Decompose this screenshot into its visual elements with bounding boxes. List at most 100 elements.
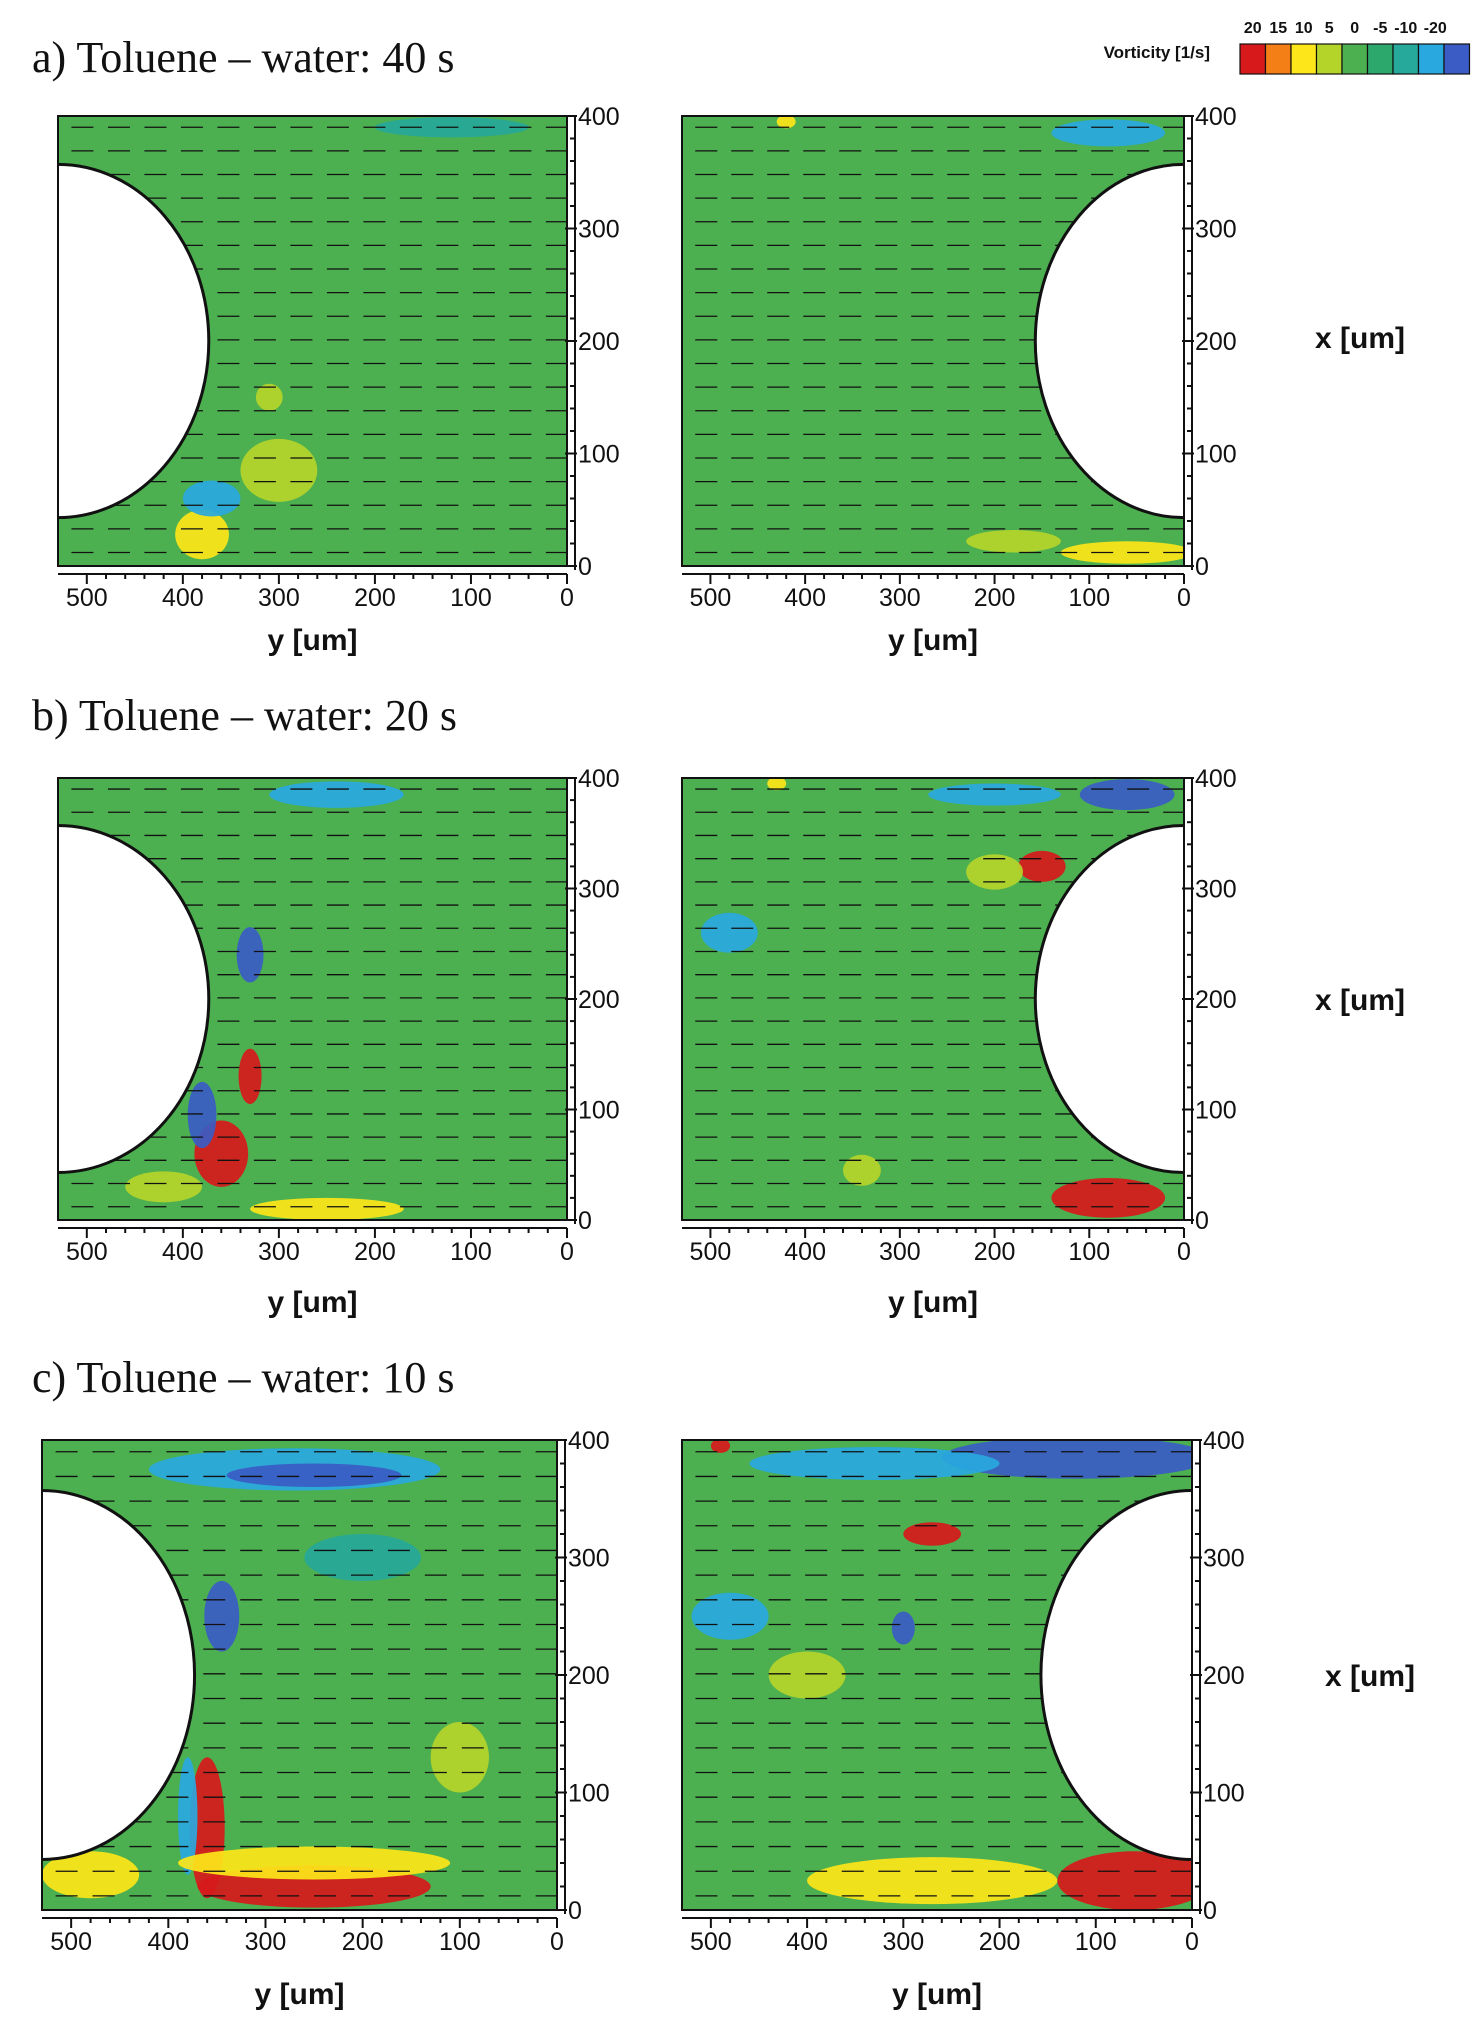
vorticity-region (1051, 119, 1166, 147)
right-axis-tick-label: 400 (578, 103, 620, 131)
bottom-axis-tick-label: 100 (1075, 1928, 1117, 1956)
vorticity-region (767, 778, 787, 791)
vorticity-features (691, 1440, 1192, 1910)
legend-tick-label: 0 (1350, 20, 1359, 37)
bottom-axis-tick-label: 100 (450, 584, 492, 612)
bottom-axis-tick-label: 400 (162, 584, 204, 612)
x-axis-title: y [um] (888, 624, 978, 657)
vorticity-region (807, 1857, 1058, 1905)
right-axis-tick-label: 100 (578, 441, 620, 469)
bottom-axis-tick-label: 200 (354, 584, 396, 612)
vorticity-region (175, 509, 229, 560)
legend-tick-labels: 20 15 10 5 0 -5 -10 -20 (1244, 20, 1447, 37)
vorticity-region (226, 1463, 402, 1487)
x-axis-title: y [um] (255, 1978, 345, 2011)
vorticity-region (710, 1440, 731, 1453)
vorticity-region (843, 1154, 881, 1186)
vorticity-region (187, 1081, 217, 1149)
right-axis-tick-label: 0 (578, 553, 592, 581)
legend-tick-label: 15 (1269, 20, 1287, 37)
bottom-axis-tick-label: 0 (1177, 584, 1191, 612)
right-axis-tick-label: 100 (568, 1780, 610, 1808)
bottom-axis-tick-label: 500 (66, 584, 108, 612)
vorticity-region (255, 383, 283, 411)
bottom-axis-tick-label: 400 (784, 584, 826, 612)
x-axis-title: y [um] (888, 1286, 978, 1319)
right-axis-tick-label: 100 (1203, 1780, 1245, 1808)
bottom-axis-tick-label: 400 (784, 1238, 826, 1266)
legend-color-cell (1315, 43, 1343, 75)
bottom-axis-tick-label: 0 (1177, 1238, 1191, 1266)
vorticity-region (238, 1048, 262, 1104)
bottom-axis-tick-label: 500 (50, 1928, 92, 1956)
bottom-axis-tick-label: 100 (1068, 1238, 1110, 1266)
panel-a-title: a) Toluene – water: 40 s (32, 33, 455, 82)
vorticity-region (966, 854, 1023, 890)
vorticity-region (178, 1757, 198, 1875)
plot-a-right: 0 100 200 300 400 500 400 300 200 100 0 y [um] x [um… (681, 103, 1405, 657)
velocity-vectors (695, 788, 1184, 1208)
vorticity-region (941, 1440, 1192, 1479)
bottom-axis-tick-label: 300 (245, 1928, 287, 1956)
vorticity-region (776, 116, 796, 129)
obstacle-cylinder (58, 162, 211, 520)
y-axis-title: x [um] (1325, 1660, 1415, 1693)
bottom-axis-tick-label: 0 (1185, 1928, 1199, 1956)
vorticity-region (966, 530, 1061, 553)
legend-tick-label: -10 (1394, 20, 1417, 37)
plot-b-right: 0 100 200 300 400 500 400 300 200 100 0 y [um] x [um… (681, 765, 1405, 1319)
bottom-axis-tick-label: 400 (786, 1928, 828, 1956)
legend-tick-label: -20 (1424, 20, 1447, 37)
vorticity-region (304, 1534, 421, 1581)
bottom-axis-tick-label: 300 (879, 1238, 921, 1266)
right-axis-tick-label: 0 (1195, 553, 1209, 581)
vorticity-region (178, 1846, 451, 1880)
bottom-axis-tick-label: 300 (879, 584, 921, 612)
vorticity-region (1079, 779, 1175, 811)
bottom-axis-tick-label: 100 (1068, 584, 1110, 612)
right-axis-tick-label: 0 (578, 1207, 592, 1235)
plot-b-left: 0 100 200 300 400 500 400 300 200 100 0 y [um] (57, 765, 620, 1319)
legend-color-cell (1392, 43, 1420, 75)
vorticity-region (125, 1171, 203, 1203)
vorticity-region (700, 912, 758, 953)
bottom-axis-tick-label: 100 (439, 1928, 481, 1956)
vorticity-region (691, 1592, 769, 1640)
legend-color-cell (1366, 43, 1394, 75)
right-axis-tick-label: 0 (1195, 1207, 1209, 1235)
legend-color-cell (1239, 43, 1267, 75)
right-axis-tick-label: 200 (1195, 986, 1237, 1014)
vorticity-region (430, 1722, 489, 1793)
obstacle-cylinder (1039, 1489, 1192, 1861)
right-axis-tick-label: 300 (1195, 216, 1237, 244)
vorticity-region (1051, 1178, 1166, 1218)
bottom-axis-tick-label: 400 (147, 1928, 189, 1956)
bottom-axis-tick-label: 400 (162, 1238, 204, 1266)
vorticity-region (891, 1611, 915, 1645)
right-axis-tick-label: 200 (1195, 328, 1237, 356)
vorticity-region (204, 1581, 240, 1652)
legend-tick-label: 10 (1295, 20, 1313, 37)
legend-title: Vorticity [1/s] (1104, 43, 1210, 62)
vorticity-region (182, 480, 241, 517)
bottom-axis-tick-label: 500 (66, 1238, 108, 1266)
x-axis-title: y [um] (268, 1286, 358, 1319)
vorticity-region (1060, 541, 1184, 564)
right-axis-tick-label: 400 (1203, 1427, 1245, 1455)
right-axis-tick-label: 100 (578, 1097, 620, 1125)
vorticity-features (125, 781, 404, 1220)
legend-color-cells (1239, 43, 1471, 75)
right-axis-tick-label: 400 (568, 1427, 610, 1455)
vorticity-region (1057, 1851, 1192, 1910)
right-axis-tick-label: 300 (1203, 1545, 1245, 1573)
bottom-axis-tick-label: 500 (690, 1238, 732, 1266)
right-axis-tick-label: 200 (578, 328, 620, 356)
x-axis-title: y [um] (268, 624, 358, 657)
right-axis-tick-label: 400 (578, 765, 620, 793)
bottom-axis-tick-label: 300 (258, 584, 300, 612)
bottom-axis-tick-label: 200 (974, 1238, 1016, 1266)
right-axis-tick-label: 0 (1203, 1897, 1217, 1925)
vorticity-region (240, 438, 318, 502)
vorticity-region (42, 1851, 140, 1899)
